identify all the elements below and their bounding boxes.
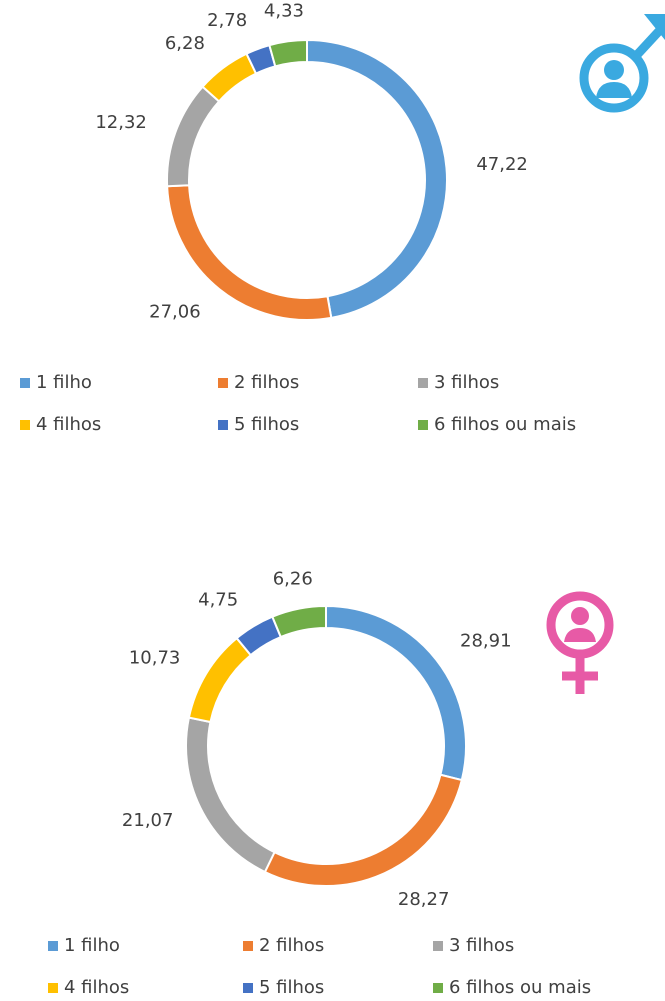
donut-segment <box>263 773 464 887</box>
data-label: 2,78 <box>207 10 247 31</box>
legend-swatch <box>48 983 58 993</box>
legend-swatch <box>243 983 253 993</box>
donut-segment <box>187 636 253 724</box>
data-label: 28,27 <box>398 889 450 910</box>
donut-segment <box>166 184 333 321</box>
data-label: 21,07 <box>122 810 174 831</box>
legend-label: 1 filho <box>36 372 92 393</box>
data-label: 12,32 <box>95 112 147 133</box>
data-label: 6,28 <box>165 33 205 54</box>
legend-label: 4 filhos <box>64 977 129 998</box>
legend-swatch <box>20 378 30 388</box>
data-label: 27,06 <box>149 302 201 323</box>
legend-swatch <box>433 983 443 993</box>
data-label: 4,75 <box>198 589 238 610</box>
donut-segment <box>306 38 448 320</box>
legend-label: 4 filhos <box>36 414 101 435</box>
data-label: 47,22 <box>476 154 528 175</box>
legend-swatch <box>433 941 443 951</box>
legend-swatch <box>218 378 228 388</box>
legend-label: 5 filhos <box>234 414 299 435</box>
legend-swatch <box>48 941 58 951</box>
data-label: 28,91 <box>460 630 512 651</box>
legend-swatch <box>418 420 428 430</box>
donut-segment <box>271 604 327 639</box>
legend-label: 2 filhos <box>259 935 324 956</box>
female-icon <box>546 591 614 694</box>
male-icon <box>579 14 665 113</box>
legend-swatch <box>418 378 428 388</box>
donut-segment <box>166 85 221 188</box>
donut-segment <box>185 716 276 874</box>
donut-segment <box>325 604 467 782</box>
legend-label: 2 filhos <box>234 372 299 393</box>
legend-label: 3 filhos <box>434 372 499 393</box>
legend-swatch <box>243 941 253 951</box>
legend-label: 5 filhos <box>259 977 324 998</box>
legend-label: 1 filho <box>64 935 120 956</box>
donut-segment <box>201 52 258 103</box>
legend-label: 6 filhos ou mais <box>449 977 591 998</box>
donut-segment <box>268 38 308 68</box>
data-label: 4,33 <box>264 1 304 22</box>
data-label: 6,26 <box>273 568 313 589</box>
legend-swatch <box>20 420 30 430</box>
data-label: 10,73 <box>129 647 181 668</box>
legend-label: 6 filhos ou mais <box>434 414 576 435</box>
legend-label: 3 filhos <box>449 935 514 956</box>
legend-swatch <box>218 420 228 430</box>
